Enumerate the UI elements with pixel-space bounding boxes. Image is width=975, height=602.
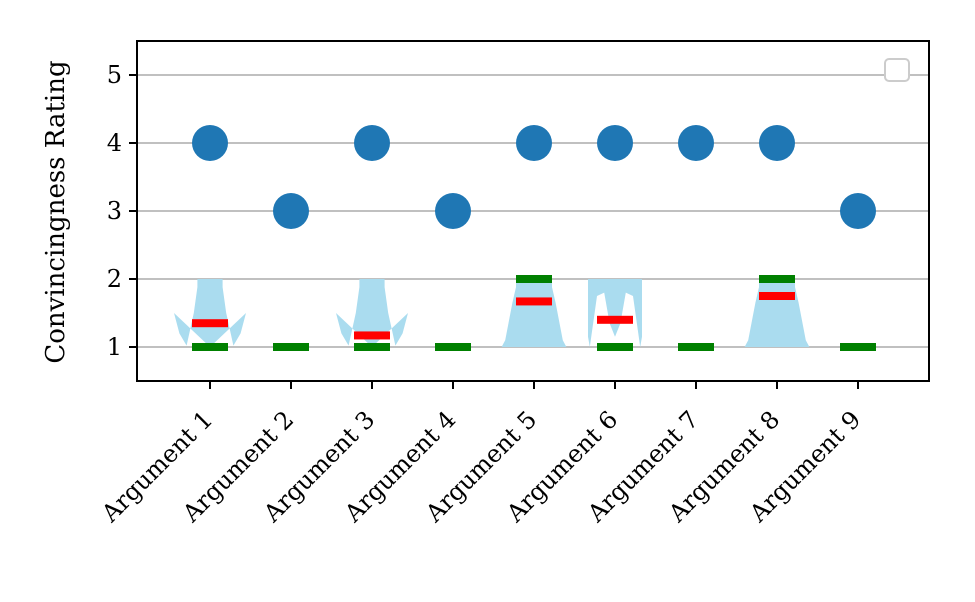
marks <box>192 275 876 351</box>
y-tick-label: 4 <box>107 129 122 157</box>
y-tick-label: 1 <box>107 333 122 361</box>
dots <box>192 125 876 229</box>
median-bar <box>354 343 390 351</box>
violin-1 <box>174 279 246 347</box>
y-tick-label: 3 <box>107 197 122 225</box>
violin-6 <box>588 279 642 347</box>
y-axis-ticks: 1 2 3 4 5 <box>107 61 137 361</box>
mean-bar <box>354 331 390 340</box>
rating-dot <box>759 125 795 161</box>
y-tick-label: 5 <box>107 61 122 89</box>
legend-box <box>884 58 910 82</box>
mean-bar <box>597 315 633 324</box>
rating-dot <box>273 193 309 229</box>
median-bar <box>678 343 714 351</box>
mean-bar <box>192 319 228 328</box>
median-bar <box>435 343 471 351</box>
rating-dot <box>840 193 876 229</box>
median-bar <box>192 343 228 351</box>
rating-dot <box>354 125 390 161</box>
mean-bar <box>759 292 795 300</box>
y-axis-label: Convincingness Rating <box>41 60 71 363</box>
rating-dot <box>192 125 228 161</box>
median-bar <box>516 275 552 283</box>
violins <box>174 279 813 347</box>
median-bar <box>273 343 309 351</box>
rating-dot <box>678 125 714 161</box>
median-bar <box>840 343 876 351</box>
median-bar <box>597 343 633 351</box>
rating-dot <box>597 125 633 161</box>
y-tick-label: 2 <box>107 265 122 293</box>
rating-dot <box>435 193 471 229</box>
mean-bar <box>516 297 552 306</box>
median-bar <box>759 275 795 283</box>
violin-3 <box>336 279 408 347</box>
violin-5 <box>498 279 570 347</box>
violin-8 <box>741 279 813 347</box>
rating-dot <box>516 125 552 161</box>
